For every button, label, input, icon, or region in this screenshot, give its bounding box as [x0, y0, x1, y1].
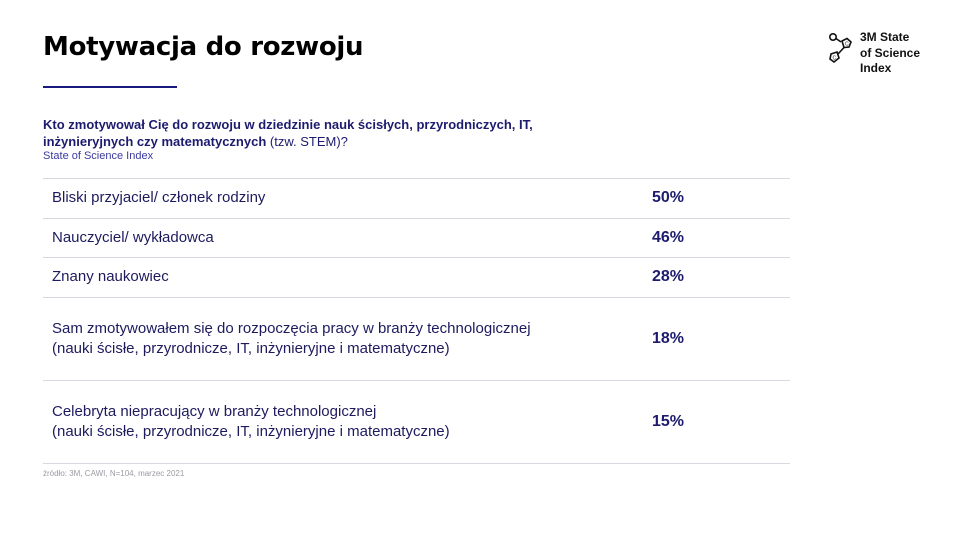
row-label: Celebryta niepracujący w branży technolo… [43, 402, 608, 442]
row-label: Bliski przyjaciel/ członek rodziny [43, 188, 608, 208]
row-label-sub: (nauki ścisłe, przyrodnicze, IT, inżynie… [52, 422, 450, 440]
table-row: Celebryta niepracujący w branży technolo… [43, 381, 790, 464]
row-value: 15% [651, 412, 685, 430]
row-label: Znany naukowiec [43, 267, 608, 287]
table-row: Bliski przyjaciel/ członek rodziny 50% [43, 179, 790, 219]
row-value: 18% [651, 329, 685, 347]
row-label-main: Znany naukowiec [52, 268, 169, 286]
question-note: (tzw. STEM)? [269, 133, 348, 149]
brand-logo: C C 3M State of Science Index [828, 30, 938, 80]
source-footnote: źródło: 3M, CAWI, N=104, marzec 2021 [43, 469, 185, 478]
row-label-main: Celebryta niepracujący w branży technolo… [52, 402, 377, 420]
title-underline [43, 86, 177, 88]
row-label-main: Sam zmotywowałem się do rozpoczęcia prac… [52, 319, 531, 337]
results-table: Bliski przyjaciel/ członek rodziny 50% N… [43, 178, 790, 464]
table-row: Nauczyciel/ wykładowca 46% [43, 219, 790, 258]
page-title: Motywacja do rozwoju [43, 32, 364, 62]
logo-text: 3M State of Science Index [860, 30, 921, 75]
table-row: Sam zmotywowałem się do rozpoczęcia prac… [43, 298, 790, 381]
row-label-main: Bliski przyjaciel/ członek rodziny [52, 189, 266, 207]
question-source: State of Science Index [43, 150, 154, 162]
row-label: Sam zmotywowałem się do rozpoczęcia prac… [43, 319, 608, 359]
row-label-main: Nauczyciel/ wykładowca [52, 228, 214, 246]
row-label-sub: (nauki ścisłe, przyrodnicze, IT, inżynie… [52, 339, 450, 357]
svg-text:C: C [833, 56, 837, 62]
molecule-icon: C C [828, 32, 852, 64]
row-value: 28% [651, 268, 685, 286]
row-value: 50% [651, 189, 685, 207]
question-text: Kto zmotywował Cię do rozwoju w dziedzin… [43, 117, 533, 149]
svg-text:C: C [845, 42, 849, 48]
survey-question: Kto zmotywował Cię do rozwoju w dziedzin… [43, 117, 603, 150]
row-label: Nauczyciel/ wykładowca [43, 228, 608, 248]
table-row: Znany naukowiec 28% [43, 258, 790, 298]
row-value: 46% [651, 228, 685, 246]
